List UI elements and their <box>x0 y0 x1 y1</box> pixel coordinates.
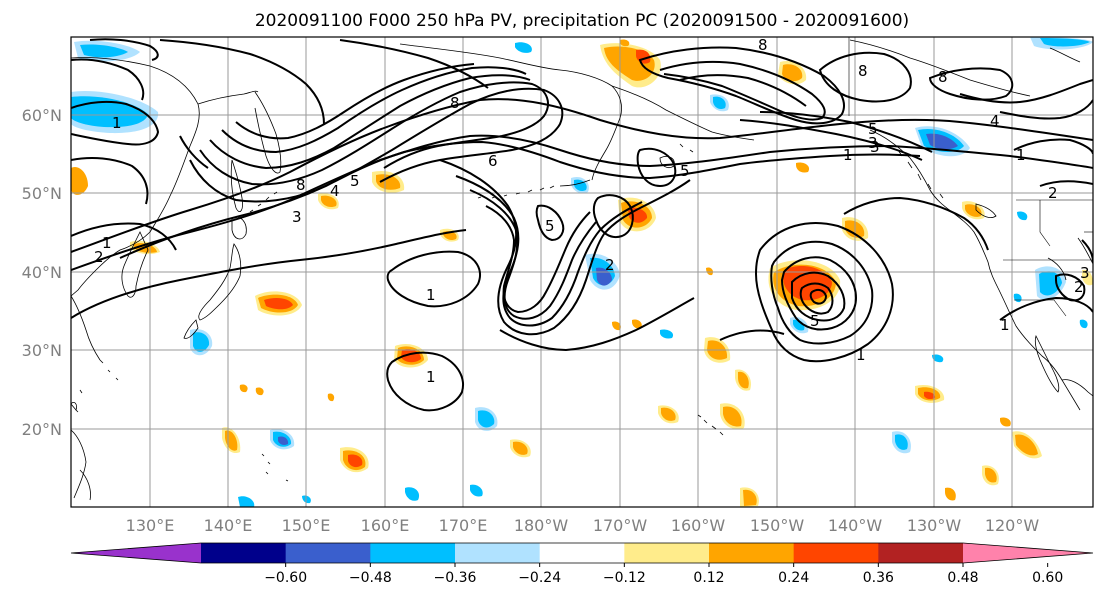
lon-label-170e: 170°E <box>439 516 488 535</box>
colorbar-tick-label: 0.60 <box>1032 570 1063 586</box>
lon-label-160e: 160°E <box>361 516 410 535</box>
contour-label: 8 <box>858 62 868 80</box>
colorbar-segment <box>709 543 795 563</box>
colorbar-tick-label: −0.24 <box>518 570 561 586</box>
lon-label-180w: 180°W <box>514 516 569 535</box>
lon-label-150w: 150°W <box>750 516 805 535</box>
lon-label-160w: 160°W <box>671 516 726 535</box>
contour-label: 1 <box>1000 316 1010 334</box>
colorbar-tick-label: 0.12 <box>693 570 724 586</box>
colorbar-segment <box>793 543 879 563</box>
lon-label-140e: 140°E <box>204 516 253 535</box>
contour-label: 2 <box>1048 184 1058 202</box>
longitude-labels: 130°E 140°E 150°E 160°E 170°E 180°W 170°… <box>126 516 1040 535</box>
contour-labels: 1 2 8 6 8 3 4 5 8 1 3 5 5 2 5 1 1 8 8 4 … <box>94 36 1090 386</box>
colorbar-tick-label: −0.36 <box>434 570 477 586</box>
contour-label: 4 <box>330 182 340 200</box>
contour-label: 3 <box>1080 264 1090 282</box>
lon-label-170w: 170°W <box>593 516 648 535</box>
coastlines <box>71 39 1093 501</box>
colorbar-extend-low <box>71 543 201 563</box>
contour-label: 1 <box>1016 146 1026 164</box>
contour-label: 8 <box>296 176 306 194</box>
contour-label: 6 <box>488 152 498 170</box>
map-frame <box>70 36 1094 508</box>
lat-label-20n: 20°N <box>22 420 62 439</box>
lon-label-150e: 150°E <box>282 516 331 535</box>
contour-label: 1 <box>856 346 866 364</box>
lat-label-50n: 50°N <box>22 184 62 203</box>
contour-label: 8 <box>938 68 948 86</box>
contour-label: 5 <box>810 312 820 330</box>
lon-label-130e: 130°E <box>126 516 175 535</box>
lon-label-130w: 130°W <box>907 516 962 535</box>
lon-label-120w: 120°W <box>985 516 1040 535</box>
colorbar-segment <box>624 543 710 563</box>
contour-label: 8 <box>758 36 768 54</box>
contour-label: 3 <box>292 208 302 226</box>
contour-label: 5 <box>868 120 878 138</box>
colorbar-tick-label: −0.12 <box>603 570 646 586</box>
contour-label: 2 <box>1074 278 1084 296</box>
contour-label: 3 <box>868 134 878 152</box>
contour-label: 5 <box>350 172 360 190</box>
colorbar-tick-label: −0.48 <box>349 570 392 586</box>
colorbar-tick-label: −0.60 <box>264 570 307 586</box>
contour-label: 1 <box>843 146 853 164</box>
colorbar: −0.60 −0.48 −0.36 −0.24 −0.12 0.12 0.24 0.36 0.4… <box>70 542 1094 586</box>
contour-label: 2 <box>605 256 615 274</box>
colorbar-tick-label: 0.24 <box>778 570 809 586</box>
lat-label-60n: 60°N <box>22 106 62 125</box>
colorbar-segment <box>539 543 625 563</box>
pv-contours <box>71 38 1093 412</box>
contour-label: 1 <box>102 234 112 252</box>
colorbar-segment <box>285 543 371 563</box>
contour-label: 4 <box>990 112 1000 130</box>
colorbar-segment <box>201 543 287 563</box>
colorbar-segment <box>455 543 541 563</box>
latitude-labels: 60°N 50°N 40°N 30°N 20°N <box>22 106 62 439</box>
contour-label: 3 <box>870 138 880 156</box>
contour-label: 1 <box>426 368 436 386</box>
contour-label: 5 <box>545 217 555 235</box>
contour-label: 1 <box>112 114 122 132</box>
colorbar-segment <box>878 543 964 563</box>
boundaries <box>848 37 1093 317</box>
contour-label: 1 <box>426 286 436 304</box>
lat-label-40n: 40°N <box>22 263 62 282</box>
colorbar-outline <box>70 542 1094 564</box>
lon-label-140w: 140°W <box>828 516 883 535</box>
colorbar-tick-label: 0.48 <box>947 570 978 586</box>
figure-title: 2020091100 F000 250 hPa PV, precipitatio… <box>255 11 909 31</box>
contour-label: 5 <box>680 162 690 180</box>
lat-label-30n: 30°N <box>22 341 62 360</box>
colorbar-tick-label: 0.36 <box>863 570 894 586</box>
colorbar-segment <box>370 543 456 563</box>
contour-label: 8 <box>450 94 460 112</box>
map-panel: 1 2 8 6 8 3 4 5 8 1 3 5 5 2 5 1 1 8 8 4 … <box>71 36 1093 507</box>
colorbar-extend-high <box>963 543 1093 563</box>
contour-label: 2 <box>94 248 104 266</box>
